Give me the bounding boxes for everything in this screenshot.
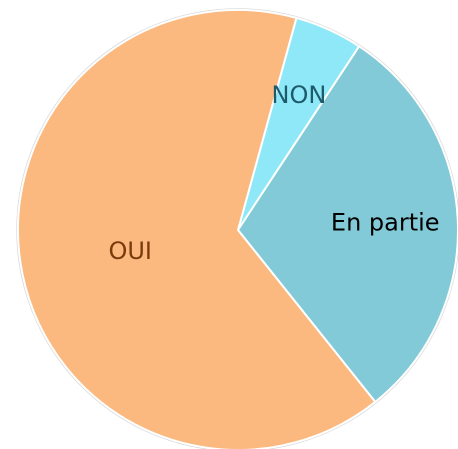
slice-label: En partie: [331, 208, 440, 236]
pie-slice: [17, 9, 377, 449]
slice-label: NON: [271, 81, 326, 109]
slice-label: OUI: [108, 237, 152, 265]
